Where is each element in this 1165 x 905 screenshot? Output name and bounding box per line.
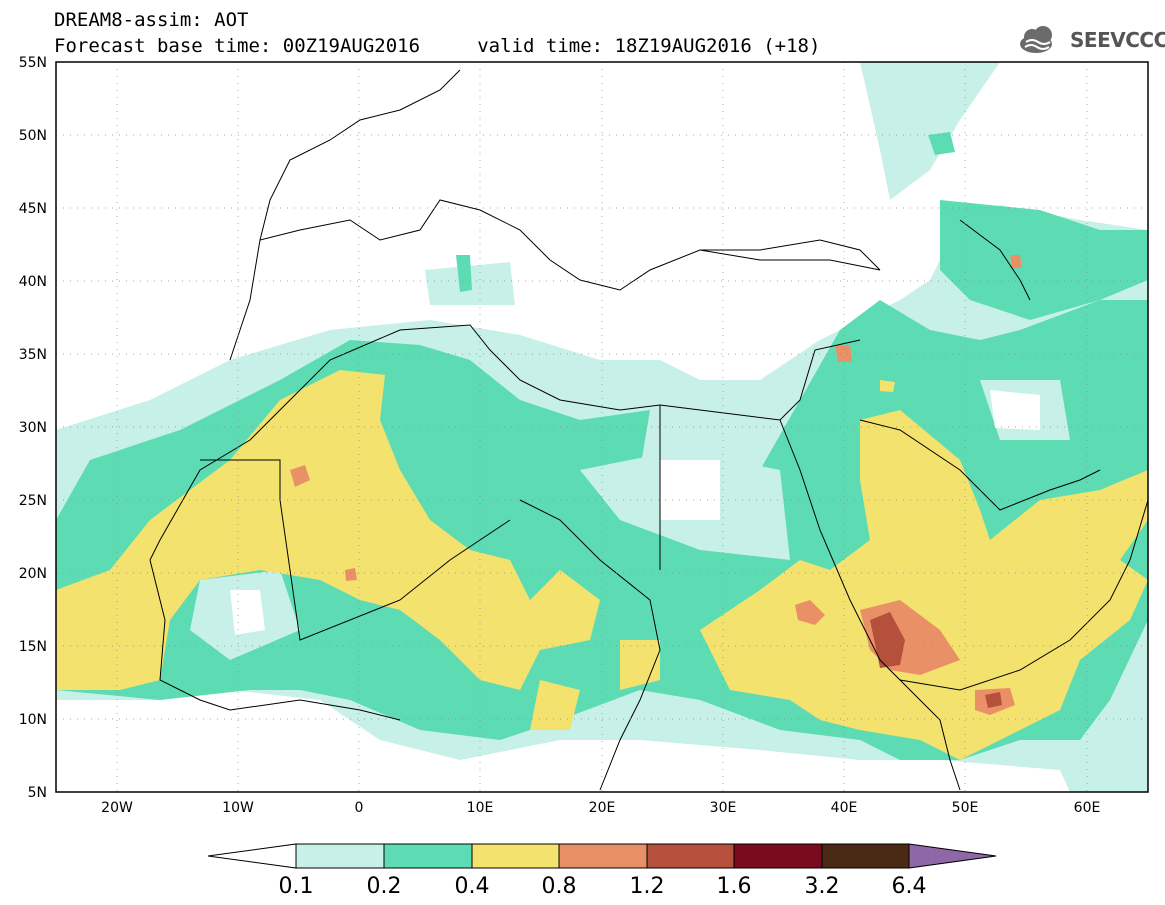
- aot-field-1.2: [870, 612, 1002, 708]
- colorbar-label: 0.1: [279, 874, 314, 899]
- cloud-icon: [1020, 26, 1052, 53]
- lon-tick: 20W: [101, 800, 133, 816]
- colorbar-label: 0.4: [455, 874, 490, 899]
- colorbar-segment: [295, 843, 385, 869]
- lat-tick: 30N: [19, 420, 47, 436]
- lat-tick: 40N: [19, 274, 47, 290]
- lat-tick: 35N: [19, 347, 47, 363]
- lon-tick: 10E: [467, 800, 494, 816]
- map-frame: [55, 61, 1149, 793]
- colorbar-label: 1.6: [717, 874, 752, 899]
- map-title: DREAM8-assim: AOT: [54, 9, 249, 31]
- colorbar-segment: [471, 843, 560, 869]
- colorbar: 0.1 0.2 0.4 0.8 1.2 1.6 3.2 6.4: [207, 843, 997, 899]
- lat-tick: 45N: [19, 201, 47, 217]
- colorbar-label: 6.4: [892, 874, 927, 899]
- seevccc-logo: [1020, 26, 1052, 53]
- colorbar-label: 3.2: [805, 874, 840, 899]
- colorbar-label: 0.2: [367, 874, 402, 899]
- colorbar-segment: [646, 843, 735, 869]
- colorbar-segment: [558, 843, 648, 869]
- lat-tick: 10N: [19, 712, 47, 728]
- colorbar-segment: [383, 843, 473, 869]
- aot-field-0.4: [56, 370, 1148, 760]
- lat-tick: 15N: [19, 639, 47, 655]
- lon-tick: 0: [355, 800, 364, 816]
- longitude-axis: 20W 10W 0 10E 20E 30E 40E 50E 60E: [101, 800, 1100, 816]
- lon-tick: 60E: [1074, 800, 1101, 816]
- colorbar-segment: [733, 843, 823, 869]
- lat-tick: 55N: [19, 55, 47, 71]
- lat-tick: 5N: [28, 785, 47, 801]
- lon-tick: 30E: [710, 800, 737, 816]
- logo-text: SEEVCCC: [1070, 28, 1165, 52]
- colorbar-lower-arrow: [207, 843, 297, 869]
- lat-tick: 25N: [19, 493, 47, 509]
- lon-tick: 20E: [589, 800, 616, 816]
- coastlines: [149, 69, 1148, 791]
- colorbar-segment: [821, 843, 910, 869]
- lon-tick: 40E: [831, 800, 858, 816]
- latitude-axis: 55N 50N 45N 40N 35N 30N 25N 20N 15N 10N …: [19, 55, 47, 801]
- forecast-time-line: Forecast base time: 00Z19AUG2016 valid t…: [54, 35, 821, 57]
- colorbar-upper-arrow: [908, 843, 997, 869]
- lat-tick: 50N: [19, 128, 47, 144]
- lat-tick: 20N: [19, 566, 47, 582]
- lon-tick: 50E: [952, 800, 979, 816]
- lon-tick: 10W: [222, 800, 254, 816]
- colorbar-label: 0.8: [542, 874, 577, 899]
- graticule: [56, 62, 1148, 792]
- colorbar-label: 1.2: [630, 874, 665, 899]
